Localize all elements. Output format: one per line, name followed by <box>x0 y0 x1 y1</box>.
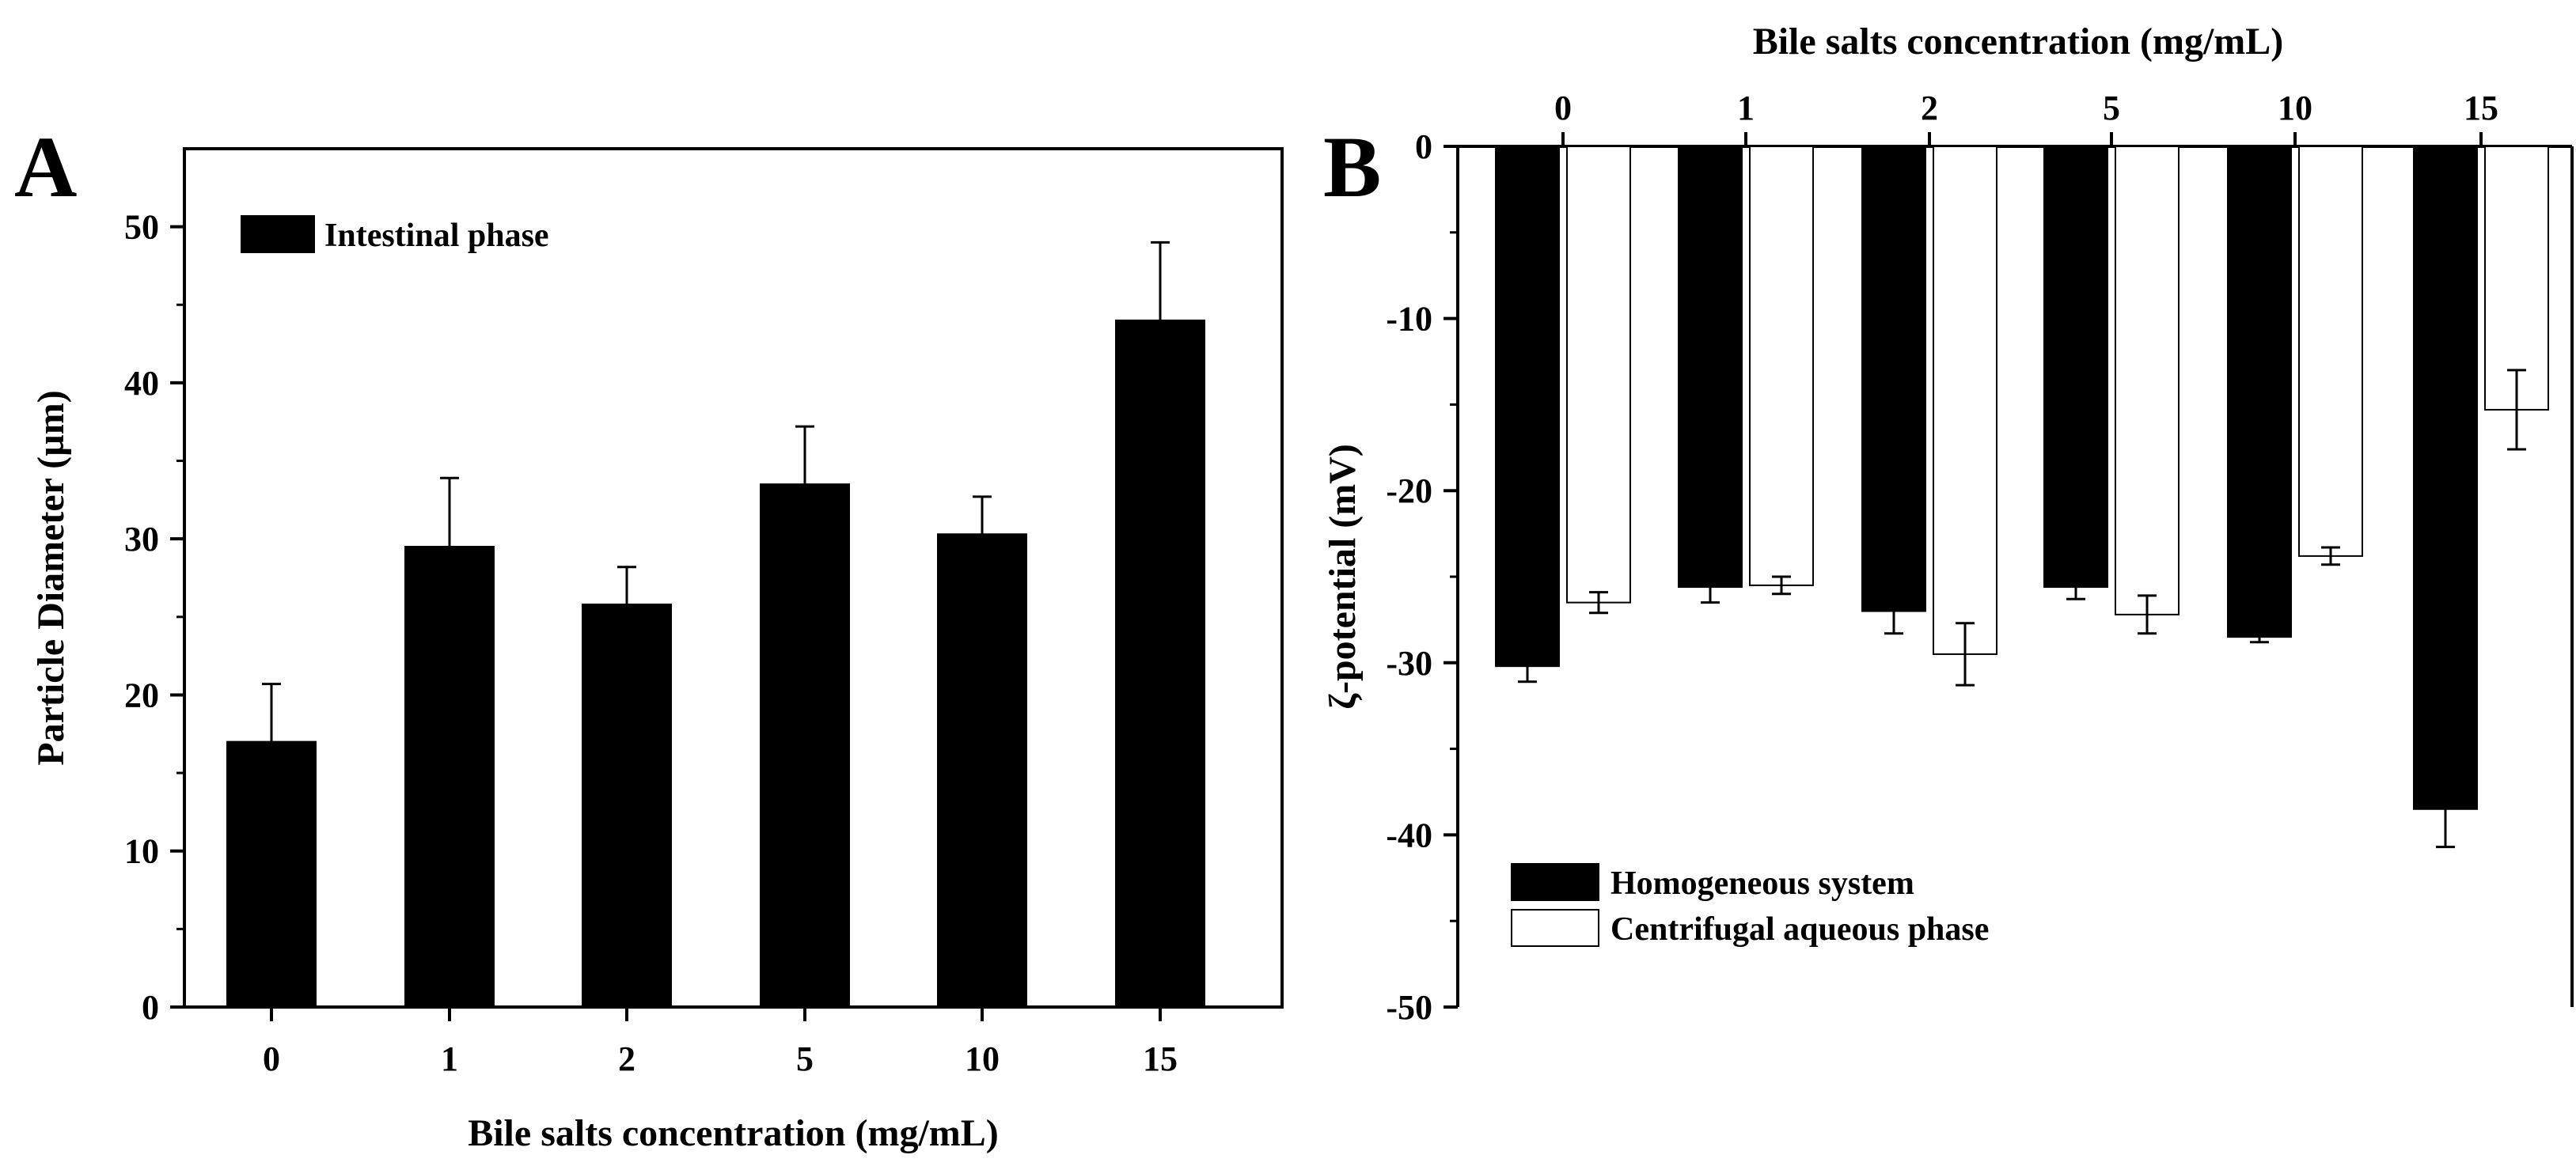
x-tick-label-b: 15 <box>2464 89 2498 127</box>
legend-label-homogeneous: Homogeneous system <box>1610 865 1914 902</box>
bar-homogeneous <box>2227 146 2292 638</box>
chart-a: 0 10 20 30 40 50 0 1 2 5 10 15 Intestinal phase Bile … <box>30 147 1284 1154</box>
chart-b: -50 -40 -30 -20 -10 0 0 1 2 5 10 15 Homogeneous syst… <box>1322 21 2574 1027</box>
x-tick-label-b: 2 <box>1921 89 1938 127</box>
bar-homogeneous <box>2413 146 2478 810</box>
legend-swatch-centrifugal <box>1511 909 1599 947</box>
x-tick-label-b: 0 <box>1554 89 1572 127</box>
y-tick-label-a: 50 <box>124 208 159 247</box>
legend-swatch-intestinal <box>241 215 315 253</box>
legend-label-centrifugal: Centrifugal aqueous phase <box>1610 911 1989 948</box>
y-tick-label-a: 10 <box>124 832 159 871</box>
bar-homogeneous <box>2043 146 2108 589</box>
y-tick-label-b: -50 <box>1386 988 1432 1027</box>
y-tick-label-a: 0 <box>142 988 159 1027</box>
bar-a <box>1115 320 1205 1008</box>
plot-frame-a <box>183 147 1284 1009</box>
y-tick-label-b: 0 <box>1415 127 1432 166</box>
bar-centrifugal <box>2298 146 2363 557</box>
y-axis-title-b: ζ-potential (mV) <box>1322 444 1364 710</box>
y-axis-title-a: Particle Diameter (µm) <box>30 390 72 766</box>
x-tick-label-a: 0 <box>263 1039 280 1078</box>
bar-centrifugal <box>2115 146 2180 615</box>
bar-centrifugal <box>1933 146 1997 655</box>
bar-homogeneous <box>1495 146 1560 668</box>
bar-a <box>226 740 317 1008</box>
legend-swatch-homogeneous <box>1511 863 1599 901</box>
x-tick-label-b: 5 <box>2103 89 2120 127</box>
x-tick-label-a: 5 <box>796 1039 814 1078</box>
x-axis-title-b: Bile salts concentration (mg/mL) <box>1753 21 2284 62</box>
y-tick-label-b: -20 <box>1386 471 1432 510</box>
y-tick-label-b: -10 <box>1386 300 1432 339</box>
x-tick-label-a: 1 <box>441 1039 458 1078</box>
bar-a <box>404 546 495 1008</box>
bar-a <box>937 533 1027 1008</box>
x-tick-label-a: 15 <box>1143 1039 1178 1078</box>
bar-centrifugal <box>2484 146 2549 411</box>
y-tick-label-a: 20 <box>124 676 159 714</box>
bar-a <box>760 483 850 1008</box>
x-tick-label-b: 10 <box>2278 89 2312 127</box>
bar-centrifugal <box>1566 146 1631 604</box>
x-tick-label-a: 10 <box>965 1039 1000 1078</box>
x-tick-label-a: 2 <box>618 1039 635 1078</box>
legend-label-intestinal: Intestinal phase <box>324 218 549 254</box>
y-tick-label-a: 30 <box>124 520 159 558</box>
bar-centrifugal <box>1749 146 1814 586</box>
panel-label-b: B <box>1323 119 1381 215</box>
x-tick-label-b: 1 <box>1737 89 1755 127</box>
y-tick-label-a: 40 <box>124 364 159 403</box>
bar-homogeneous <box>1678 146 1743 589</box>
bar-a <box>582 604 672 1008</box>
y-tick-label-b: -30 <box>1386 644 1432 683</box>
bar-homogeneous <box>1861 146 1926 612</box>
y-tick-label-b: -40 <box>1386 816 1432 854</box>
panel-label-a: A <box>14 119 77 215</box>
x-axis-title-a: Bile salts concentration (mg/mL) <box>468 1112 999 1154</box>
